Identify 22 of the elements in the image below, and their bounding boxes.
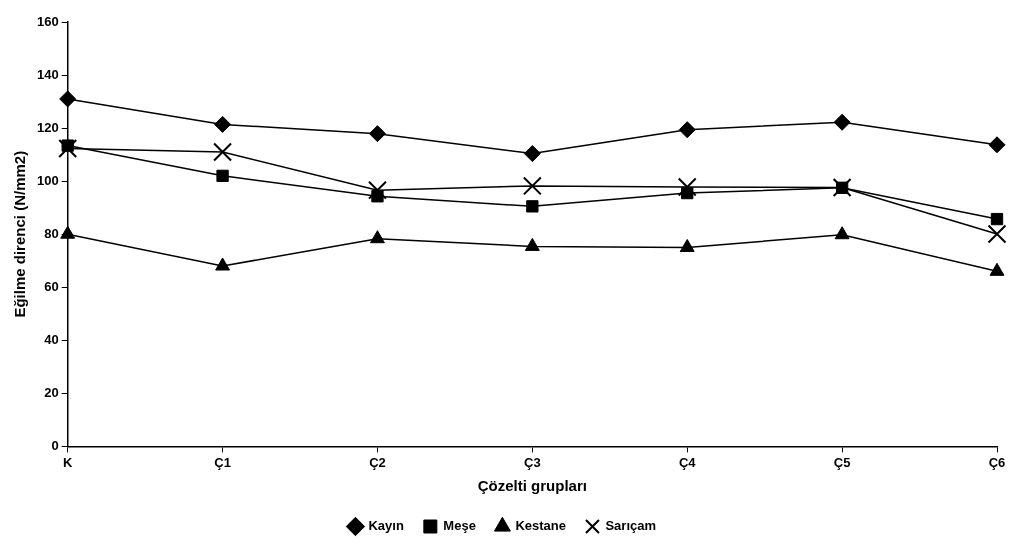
y-tick-label: 20 [44, 384, 59, 400]
y-tick-label: 80 [44, 225, 59, 241]
x-tick-label: Ç5 [833, 454, 851, 470]
x-tick-label: Ç6 [988, 454, 1006, 470]
y-tick-label: 140 [36, 66, 59, 82]
legend-label: Meşe [443, 518, 476, 534]
x-axis-title: Çözelti grupları [477, 477, 587, 495]
y-axis-title: Eğilme direnci (N/mm2) [11, 150, 29, 318]
y-tick-label: 60 [44, 278, 59, 294]
y-tick-label: 120 [36, 119, 59, 135]
legend-label: Kayın [368, 518, 404, 534]
y-tick-label: 100 [36, 172, 59, 188]
legend-label: Sarıçam [605, 518, 657, 534]
y-tick-label: 0 [51, 437, 59, 453]
x-tick-label: Ç2 [369, 454, 386, 470]
y-tick-label: 40 [44, 331, 59, 347]
x-tick-label: K [62, 454, 73, 470]
x-tick-label: Ç3 [524, 454, 541, 470]
x-tick-label: Ç4 [678, 454, 697, 470]
legend-label: Kestane [515, 518, 566, 534]
y-tick-label: 160 [36, 13, 59, 29]
x-tick-label: Ç1 [214, 454, 231, 470]
